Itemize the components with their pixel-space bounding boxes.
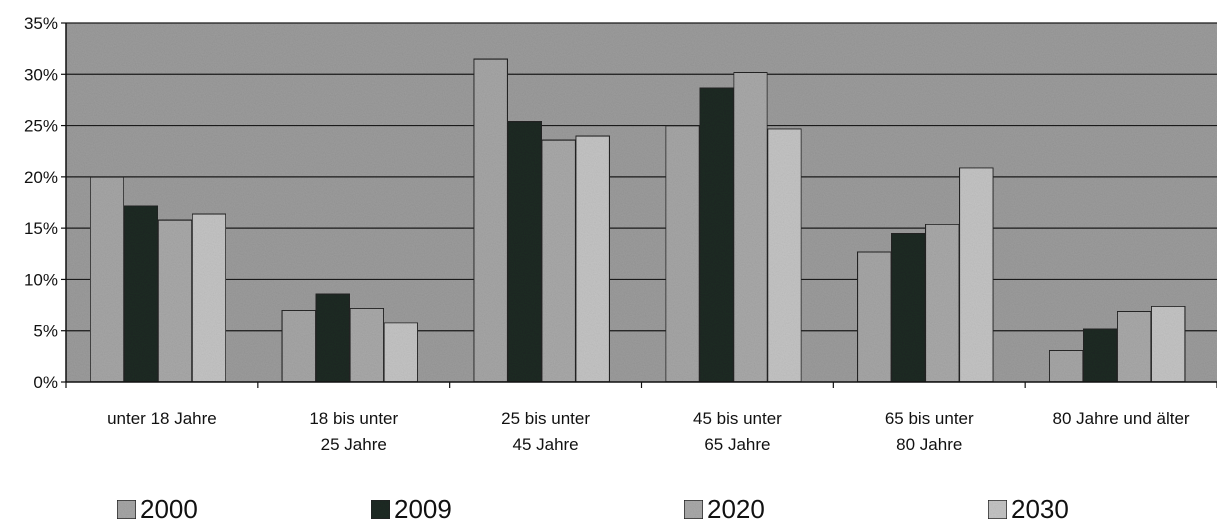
y-tick-label: 15% xyxy=(24,219,58,238)
bar-2020-cat-2 xyxy=(349,307,385,383)
category-label: 45 Jahre xyxy=(512,435,578,454)
category-label: 65 bis unter xyxy=(885,409,974,428)
category-label: 45 bis unter xyxy=(693,409,782,428)
bar-2030-cat-3 xyxy=(574,135,611,383)
bar-2000-cat-4 xyxy=(664,124,701,383)
bar-2020-cat-6 xyxy=(1116,310,1152,383)
bar-2020-cat-5 xyxy=(924,223,961,383)
category-label: 80 Jahre und älter xyxy=(1053,409,1190,428)
bar-2009-cat-5 xyxy=(890,232,927,383)
legend-label-2000: 2000 xyxy=(140,494,198,524)
category-label: 18 bis unter xyxy=(309,409,398,428)
bar-2030-cat-5 xyxy=(958,166,995,383)
bar-2009-cat-2 xyxy=(315,293,351,383)
legend-label-2030: 2030 xyxy=(1011,494,1069,524)
y-tick-label: 25% xyxy=(24,117,58,136)
category-label: 80 Jahre xyxy=(896,435,962,454)
y-tick-label: 35% xyxy=(24,14,58,33)
bar-2030-cat-1 xyxy=(191,213,227,383)
y-tick-label: 5% xyxy=(33,322,58,341)
legend-swatch-2000 xyxy=(116,499,137,520)
bar-2030-cat-2 xyxy=(383,321,419,383)
bar-2009-cat-6 xyxy=(1082,327,1118,383)
legend-swatch-2030 xyxy=(987,499,1008,520)
plot-area xyxy=(66,23,1217,382)
y-tick-label: 10% xyxy=(24,270,58,289)
bar-2009-cat-4 xyxy=(698,86,735,383)
legend-label-2009: 2009 xyxy=(394,494,452,524)
category-label: 65 Jahre xyxy=(704,435,770,454)
legend-label-2020: 2020 xyxy=(707,494,765,524)
bar-2000-cat-5 xyxy=(856,250,893,383)
category-label: unter 18 Jahre xyxy=(107,409,217,428)
category-label: 25 bis unter xyxy=(501,409,590,428)
bar-2000-cat-6 xyxy=(1048,349,1084,383)
bar-2030-cat-6 xyxy=(1150,305,1186,383)
bar-2000-cat-1 xyxy=(89,176,125,383)
y-tick-label: 0% xyxy=(33,373,58,392)
bar-2000-cat-3 xyxy=(472,58,509,383)
bar-2020-cat-3 xyxy=(540,139,577,383)
bar-2030-cat-4 xyxy=(766,127,803,383)
bar-2000-cat-2 xyxy=(281,309,317,383)
bar-2009-cat-1 xyxy=(123,204,159,383)
category-label: 25 Jahre xyxy=(321,435,387,454)
bar-2020-cat-4 xyxy=(732,71,769,383)
legend-swatch-2009 xyxy=(370,499,391,520)
bar-2009-cat-3 xyxy=(506,120,543,383)
y-tick-label: 30% xyxy=(24,65,58,84)
legend-swatch-2020 xyxy=(683,499,704,520)
bar-2020-cat-1 xyxy=(157,219,193,383)
y-tick-label: 20% xyxy=(24,168,58,187)
